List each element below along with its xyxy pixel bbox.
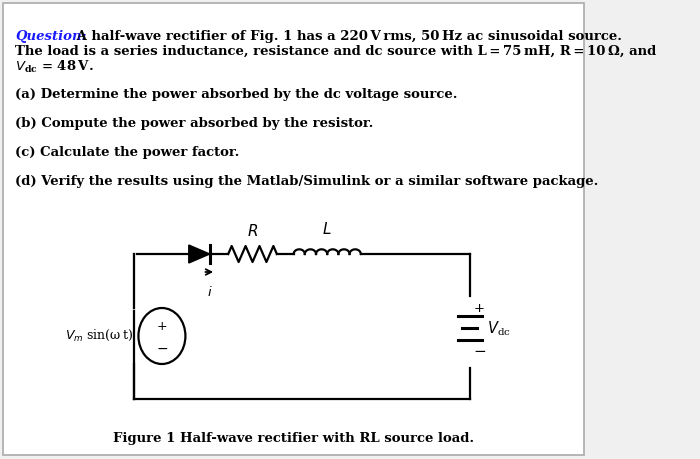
FancyBboxPatch shape	[4, 4, 584, 455]
Text: The load is a series inductance, resistance and dc source with L = 75 mH, R = 10: The load is a series inductance, resista…	[15, 45, 657, 57]
Text: −: −	[156, 341, 168, 355]
Text: (d) Verify the results using the Matlab/Simulink or a similar software package.: (d) Verify the results using the Matlab/…	[15, 174, 598, 188]
Text: $V_{\mathregular{dc}}$ = 48 V.: $V_{\mathregular{dc}}$ = 48 V.	[15, 59, 94, 75]
Polygon shape	[189, 246, 210, 263]
Text: Question:: Question:	[15, 30, 87, 43]
Text: (a) Determine the power absorbed by the dc voltage source.: (a) Determine the power absorbed by the …	[15, 88, 458, 101]
Text: −: −	[473, 343, 486, 358]
Text: $i$: $i$	[206, 285, 212, 298]
Text: (c) Calculate the power factor.: (c) Calculate the power factor.	[15, 146, 239, 159]
Text: $L$: $L$	[323, 220, 332, 236]
Text: Figure 1 Half-wave rectifier with RL source load.: Figure 1 Half-wave rectifier with RL sou…	[113, 431, 474, 444]
Text: $R$: $R$	[247, 223, 258, 239]
Text: $V_m$ sin(ω t): $V_m$ sin(ω t)	[65, 327, 134, 342]
Text: $V_{\mathregular{dc}}$: $V_{\mathregular{dc}}$	[486, 319, 510, 338]
Text: (b) Compute the power absorbed by the resistor.: (b) Compute the power absorbed by the re…	[15, 117, 374, 130]
Text: A half-wave rectifier of Fig. 1 has a 220 V rms, 50 Hz ac sinusoidal source.: A half-wave rectifier of Fig. 1 has a 22…	[72, 30, 622, 43]
Text: +: +	[157, 320, 167, 333]
Text: +: +	[473, 302, 484, 315]
